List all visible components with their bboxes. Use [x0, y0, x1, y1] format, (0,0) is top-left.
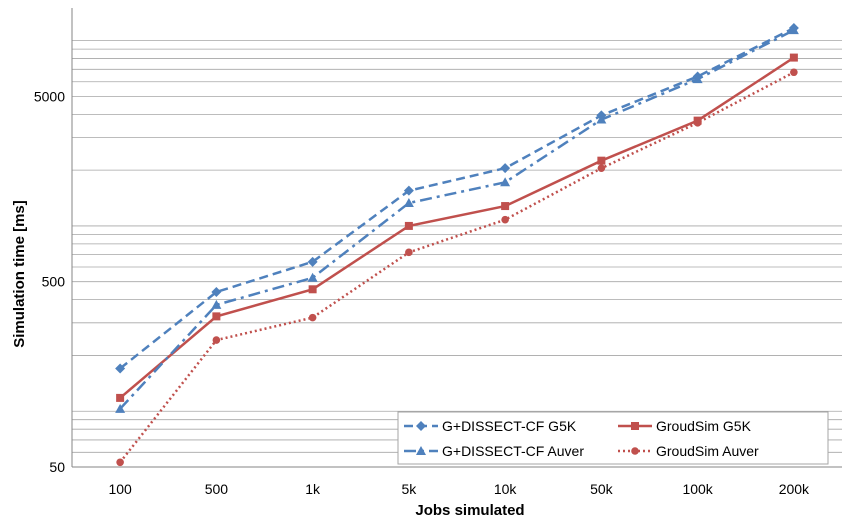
data-point — [597, 164, 606, 172]
x-tick-label: 100 — [108, 481, 132, 497]
legend-box — [397, 411, 829, 465]
x-tick-labels: 100 500 1k 5k 10k 50k 100k 200k — [108, 481, 810, 497]
legend-label: G+DISSECT-CF G5K — [442, 418, 577, 434]
data-point — [115, 403, 126, 413]
data-point — [500, 163, 511, 174]
data-point — [404, 221, 413, 230]
series-line — [119, 56, 795, 399]
x-tick-label: 1k — [305, 481, 321, 497]
data-point — [788, 25, 799, 35]
data-point — [308, 285, 317, 294]
data-point — [596, 114, 607, 124]
data-point — [692, 74, 703, 84]
data-point — [307, 272, 318, 282]
legend-label: GroudSim G5K — [656, 418, 752, 434]
chart-gridlines — [72, 40, 842, 453]
data-point — [115, 363, 126, 374]
y-tick-labels: 50 500 5000 — [34, 88, 65, 475]
x-tick-label: 50k — [590, 481, 614, 497]
series-1 — [115, 22, 799, 374]
legend-swatch-marker — [631, 422, 639, 430]
data-point — [789, 53, 798, 62]
x-tick-label: 10k — [494, 481, 518, 497]
x-tick-label: 500 — [205, 481, 229, 497]
legend-item: G+DISSECT-CF Auver — [404, 443, 584, 459]
x-axis-title: Jobs simulated — [415, 502, 524, 519]
legend-item: GroudSim Auver — [618, 443, 759, 459]
series-line — [119, 71, 795, 464]
data-point — [212, 312, 221, 321]
legend-swatch-marker — [416, 446, 426, 455]
data-point — [403, 197, 414, 207]
y-tick-label: 500 — [42, 274, 66, 290]
legend-item: G+DISSECT-CF G5K — [404, 418, 577, 434]
data-point — [308, 313, 317, 322]
data-point — [211, 299, 222, 309]
series-lines — [115, 22, 799, 467]
series-2 — [116, 53, 798, 402]
legend-item: GroudSim G5K — [618, 418, 752, 434]
legend-swatch-marker — [631, 447, 639, 455]
plot-area — [71, 8, 842, 468]
x-tick-label: 100k — [682, 481, 713, 497]
data-point — [693, 119, 702, 127]
data-point — [403, 185, 414, 196]
y-tick-label: 5000 — [34, 88, 65, 104]
data-point — [597, 156, 606, 165]
data-point — [211, 286, 222, 297]
data-point — [212, 336, 221, 344]
data-point — [405, 248, 413, 257]
data-point — [501, 215, 509, 224]
data-point — [116, 393, 125, 402]
x-tick-label: 200k — [779, 481, 810, 497]
legend-label: G+DISSECT-CF Auver — [442, 443, 584, 459]
data-point — [790, 68, 798, 77]
y-tick-label: 50 — [49, 459, 65, 475]
data-point — [116, 458, 124, 467]
legend-swatch-marker — [416, 421, 426, 431]
legend: G+DISSECT-CF G5K GroudSim G5K G+DISSECT-CF… — [397, 411, 829, 465]
legend-label: GroudSim Auver — [656, 443, 759, 459]
series-line — [119, 26, 795, 370]
series-line — [119, 28, 795, 410]
data-point — [500, 177, 511, 187]
x-tick-label: 5k — [401, 481, 417, 497]
series-3 — [115, 25, 799, 413]
y-axis-title: Simulation time [ms] — [11, 200, 28, 348]
series-4 — [116, 68, 798, 467]
data-point — [501, 202, 510, 211]
data-point — [307, 256, 318, 267]
